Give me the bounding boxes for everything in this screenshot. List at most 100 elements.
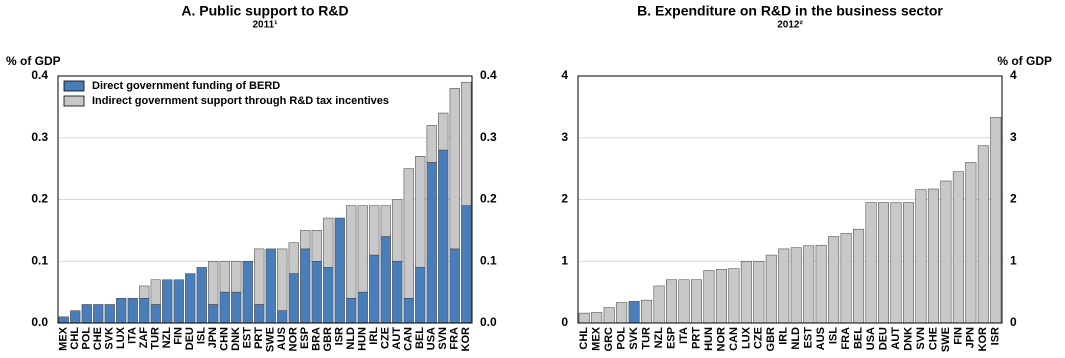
bar — [878, 202, 890, 324]
x-tick-label: SVN — [915, 327, 927, 350]
bar — [815, 244, 827, 324]
bar-segment — [231, 261, 242, 293]
x-tick-label: CHN — [219, 327, 231, 351]
bar-segment — [116, 298, 127, 324]
bar-segment — [173, 279, 184, 324]
x-tick-label: SVK — [104, 327, 116, 350]
y-tick-label-right: 3 — [1010, 130, 1017, 144]
x-tick-label: KOR — [460, 327, 472, 352]
bar — [977, 145, 989, 324]
bar — [628, 301, 640, 324]
bar — [927, 188, 939, 324]
bar — [703, 270, 715, 324]
x-tick-label: NOR — [288, 327, 300, 352]
chart-subtitle: 2012² — [777, 20, 803, 31]
x-tick-label: EST — [242, 327, 254, 349]
x-tick-label: DEU — [184, 327, 196, 350]
y-tick-label: 3 — [561, 130, 568, 144]
x-tick-label: PRT — [253, 327, 265, 349]
bar-segment — [231, 291, 242, 324]
bar-segment — [346, 298, 357, 324]
bar-segment — [288, 242, 299, 274]
y-axis-label: % of GDP — [997, 54, 1052, 68]
x-tick-label: NZL — [161, 327, 173, 349]
x-tick-label: USA — [865, 327, 877, 350]
x-tick-label: CHE — [92, 327, 104, 350]
y-tick-label-right: 1 — [1010, 253, 1017, 267]
bar-segment — [196, 267, 207, 324]
x-tick-label: FIN — [173, 327, 185, 345]
chart-subtitle: 2011¹ — [252, 20, 278, 31]
bar-segment — [162, 279, 173, 324]
x-tick-label: AUT — [391, 327, 403, 350]
bar-segment — [219, 261, 230, 293]
x-tick-label: SVN — [437, 327, 449, 350]
x-tick-label: ESP — [299, 327, 311, 349]
legend-swatch — [63, 80, 85, 92]
x-tick-label: HUN — [703, 327, 715, 351]
x-tick-label: PRT — [690, 327, 702, 349]
x-tick-label: DEU — [877, 327, 889, 350]
x-tick-label: POL — [616, 327, 628, 350]
chart-title: B. Expenditure on R&D in the business se… — [637, 3, 943, 19]
y-tick-label-right: 0.4 — [480, 68, 497, 82]
bar — [641, 299, 653, 324]
bar — [790, 247, 802, 324]
x-tick-label: FRA — [449, 327, 461, 350]
y-tick-label-right: 0.3 — [480, 130, 497, 144]
legend-swatch — [63, 95, 85, 107]
bar-segment — [415, 156, 426, 268]
legend-label: Indirect government support through R&D … — [92, 95, 389, 107]
bar-segment — [311, 261, 322, 324]
bar-segment — [208, 304, 219, 324]
bar-segment — [369, 205, 380, 256]
bar-segment — [323, 267, 334, 324]
x-tick-label: ISR — [334, 327, 346, 345]
bar-segment — [426, 162, 437, 324]
bar-segment — [58, 316, 69, 324]
x-tick-label: ISR — [990, 327, 1002, 345]
x-tick-label: JPN — [965, 327, 977, 348]
x-tick-label: CHE — [927, 327, 939, 350]
bar-segment — [93, 304, 104, 324]
y-tick-label-right: 4 — [1010, 68, 1017, 82]
x-tick-label: SWE — [940, 327, 952, 352]
bar-segment — [150, 304, 161, 324]
bar-segment — [403, 168, 414, 299]
bar — [616, 302, 628, 324]
x-tick-label: KOR — [977, 327, 989, 352]
x-tick-label: DNK — [230, 327, 242, 351]
x-tick-label: GBR — [322, 327, 334, 352]
bar-segment — [127, 298, 138, 324]
bar — [940, 180, 952, 324]
bar — [902, 202, 914, 324]
bar-segment — [438, 149, 449, 324]
bar-segment — [254, 304, 265, 324]
x-tick-label: CAN — [728, 327, 740, 351]
bar-segment — [254, 248, 265, 305]
plot-frame — [577, 75, 1003, 324]
y-tick-label-right: 0 — [1010, 315, 1017, 329]
x-tick-label: NLD — [790, 327, 802, 350]
bar — [965, 162, 977, 324]
y-tick-label: 0 — [561, 315, 568, 329]
bar-segment — [208, 261, 219, 305]
legend-label: Direct government funding of BERD — [92, 80, 280, 92]
x-tick-label: USA — [426, 327, 438, 350]
bar — [778, 248, 790, 324]
bar-segment — [357, 291, 368, 324]
x-tick-label: AUT — [890, 327, 902, 350]
bar-segment — [357, 205, 368, 293]
x-tick-label: SVK — [628, 327, 640, 350]
x-tick-label: BEL — [852, 327, 864, 349]
bar-segment — [380, 236, 391, 324]
bar-segment — [81, 304, 92, 324]
x-tick-label: JPN — [207, 327, 219, 348]
bar-segment — [150, 279, 161, 305]
x-tick-label: CAN — [403, 327, 415, 351]
bar — [865, 202, 877, 324]
bar-segment — [380, 205, 391, 237]
x-tick-label: CHL — [578, 327, 590, 350]
